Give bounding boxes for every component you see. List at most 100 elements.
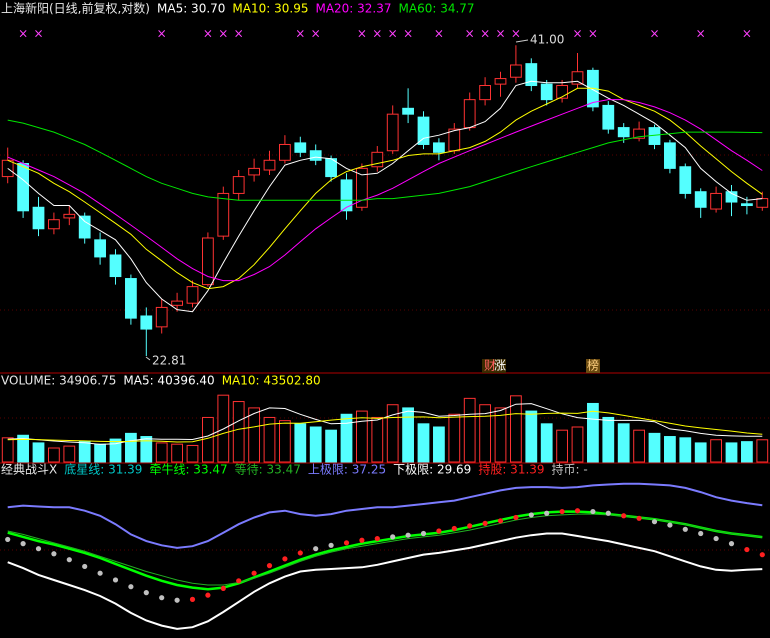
candle-body bbox=[356, 167, 368, 208]
candle-body bbox=[725, 191, 738, 203]
legend-entry: 持币: - bbox=[552, 462, 588, 477]
dot bbox=[189, 596, 196, 602]
signal-mark: × bbox=[403, 27, 413, 41]
volume-bar bbox=[356, 410, 368, 463]
volume-bar bbox=[155, 442, 168, 463]
signal-mark: × bbox=[588, 27, 598, 41]
dot bbox=[82, 563, 88, 570]
candle-body bbox=[202, 237, 214, 286]
low-annotation: 22.81 bbox=[152, 354, 186, 368]
volume-bar bbox=[309, 426, 322, 463]
signal-mark: × bbox=[388, 27, 398, 41]
signal-mark: × bbox=[434, 27, 444, 41]
dot bbox=[343, 540, 350, 546]
signal-mark: × bbox=[480, 27, 490, 41]
tag: 涨 bbox=[494, 358, 506, 373]
dot bbox=[313, 546, 319, 552]
legend-entry: MA10: 43502.80 bbox=[222, 374, 321, 388]
candle-body bbox=[340, 179, 353, 212]
signal-mark: × bbox=[357, 27, 367, 41]
line bbox=[7, 513, 763, 586]
candle-body bbox=[294, 142, 307, 153]
candle-body bbox=[617, 127, 630, 138]
dot bbox=[66, 557, 72, 563]
chart-title: 经典战斗X bbox=[1, 463, 57, 477]
dot bbox=[574, 508, 581, 514]
chart-title: 上海新阳(日线,前复权,对数) bbox=[1, 1, 150, 16]
line bbox=[7, 482, 763, 549]
signal-mark: × bbox=[295, 27, 305, 41]
volume-bar bbox=[263, 416, 276, 463]
dot bbox=[559, 508, 565, 515]
legend-entry: MA5: 40396.40 bbox=[123, 374, 214, 388]
candle-body bbox=[494, 78, 507, 85]
volume-bar bbox=[94, 443, 106, 463]
dot bbox=[497, 518, 504, 524]
tag: 榜 bbox=[587, 358, 599, 373]
legend-entry: 底星线: 31.39 bbox=[64, 462, 142, 477]
dot bbox=[159, 595, 165, 601]
candle-body bbox=[710, 192, 722, 210]
volume-bar bbox=[448, 413, 461, 463]
dot bbox=[297, 550, 303, 556]
dot bbox=[359, 537, 365, 543]
volume-bar bbox=[525, 410, 538, 463]
candle-body bbox=[109, 254, 122, 278]
volume-bar bbox=[433, 426, 445, 463]
volume-bar bbox=[494, 407, 507, 463]
legend-entry: MA10: 30.95 bbox=[232, 2, 308, 16]
dot bbox=[651, 519, 658, 525]
candle-body bbox=[94, 239, 106, 258]
dot bbox=[20, 541, 26, 547]
volume-bar bbox=[587, 402, 599, 463]
dot bbox=[759, 552, 765, 558]
candle-body bbox=[125, 278, 137, 319]
volume-bar bbox=[32, 442, 45, 463]
legend-entry: 下极限: 29.69 bbox=[393, 463, 471, 477]
volume-bar bbox=[694, 442, 707, 463]
dot bbox=[528, 512, 534, 518]
dot bbox=[713, 535, 719, 542]
volume-bar bbox=[140, 436, 153, 463]
candle-body bbox=[248, 167, 260, 176]
line bbox=[7, 80, 763, 313]
annotation-pointer bbox=[145, 356, 151, 361]
volume-bar bbox=[186, 444, 199, 463]
candle-body bbox=[386, 113, 399, 152]
legend-entry: 牵牛线: 33.47 bbox=[149, 462, 227, 477]
volume-bar bbox=[109, 438, 122, 463]
candle-body bbox=[479, 85, 491, 101]
volume-bar bbox=[340, 413, 353, 463]
volume-bar bbox=[325, 429, 337, 463]
dot bbox=[544, 510, 550, 516]
dot bbox=[266, 563, 273, 569]
candle-body bbox=[309, 150, 322, 161]
candle-body bbox=[679, 166, 692, 194]
candle-body bbox=[78, 215, 91, 239]
dot bbox=[467, 523, 473, 529]
candle-body bbox=[186, 286, 199, 304]
dot bbox=[698, 530, 704, 537]
annotation-pointer bbox=[515, 39, 529, 43]
signal-mark: × bbox=[203, 27, 213, 41]
dot bbox=[436, 528, 442, 534]
volume-bar bbox=[17, 434, 29, 463]
volume-bar bbox=[648, 432, 661, 463]
signal-mark: × bbox=[234, 27, 244, 41]
volume-bar bbox=[463, 397, 476, 463]
volume-bar bbox=[679, 437, 692, 463]
legend-entry: MA5: 30.70 bbox=[157, 2, 225, 16]
volume-bar bbox=[633, 429, 645, 463]
legend-entry: 持股: 31.39 bbox=[478, 462, 544, 477]
volume-bar bbox=[279, 420, 291, 463]
legend-entry: VOLUME: 34906.75 bbox=[1, 374, 116, 388]
dot bbox=[282, 556, 288, 562]
dot bbox=[590, 508, 596, 515]
candle-body bbox=[756, 198, 769, 208]
volume-bar bbox=[556, 429, 568, 463]
candle-body bbox=[525, 63, 538, 87]
signal-mark: × bbox=[311, 27, 321, 41]
signal-mark: × bbox=[696, 27, 706, 41]
